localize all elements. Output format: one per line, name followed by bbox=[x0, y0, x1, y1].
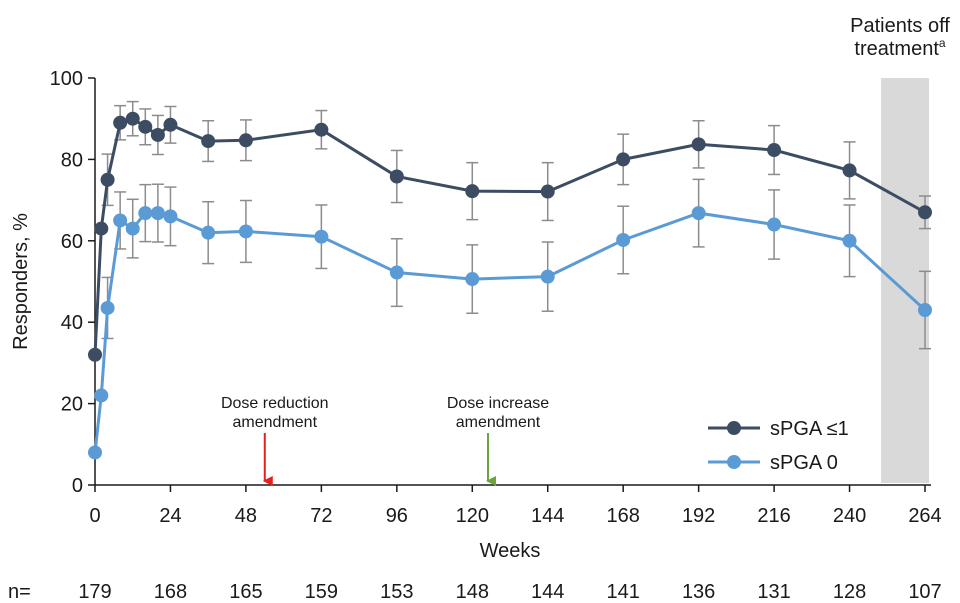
data-point bbox=[163, 117, 178, 132]
data-point bbox=[389, 169, 404, 184]
n-at-risk-value: 148 bbox=[456, 581, 489, 603]
n-at-risk-value: 128 bbox=[833, 581, 866, 603]
annotation-line1: Dose increase bbox=[447, 395, 549, 412]
x-tick-label: 120 bbox=[456, 505, 489, 527]
x-tick-label: 216 bbox=[757, 505, 790, 527]
axes: 0 20 40 60 80 100 0 24 48 72 96 120 144 168 192 216 240 2… bbox=[50, 68, 942, 527]
data-point bbox=[138, 119, 153, 134]
n-at-risk-value: 136 bbox=[682, 581, 715, 603]
annotations: Dose reduction amendment Dose increase amen… bbox=[221, 395, 549, 486]
x-tick-label: 48 bbox=[235, 505, 257, 527]
x-axis-label: Weeks bbox=[480, 540, 541, 562]
data-point bbox=[842, 163, 857, 178]
series-layer bbox=[88, 100, 932, 460]
y-tick-label: 80 bbox=[61, 149, 83, 171]
off-treatment-label-line1: Patients off bbox=[850, 15, 950, 37]
n-at-risk-value: 165 bbox=[229, 581, 262, 603]
off-treatment-label-text: treatment bbox=[854, 38, 939, 60]
data-point bbox=[88, 445, 102, 460]
data-point bbox=[842, 233, 857, 248]
series-group bbox=[101, 100, 931, 230]
data-point bbox=[94, 388, 109, 403]
x-tick-label: 240 bbox=[833, 505, 866, 527]
series-line-group bbox=[88, 206, 932, 460]
data-point bbox=[767, 143, 782, 158]
data-point bbox=[138, 206, 153, 221]
x-tick-label: 72 bbox=[310, 505, 332, 527]
off-treatment-label-line2: treatmenta bbox=[854, 36, 945, 60]
x-tick-label: 96 bbox=[386, 505, 408, 527]
data-point bbox=[540, 269, 555, 284]
y-tick-label: 60 bbox=[61, 231, 83, 253]
data-point bbox=[150, 127, 165, 142]
legend-label: sPGA ≤1 bbox=[770, 418, 849, 440]
x-tick-label: 0 bbox=[89, 505, 100, 527]
legend-marker bbox=[727, 421, 741, 435]
data-point bbox=[125, 111, 140, 126]
y-tick-label: 40 bbox=[61, 312, 83, 334]
x-tick-label: 192 bbox=[682, 505, 715, 527]
data-point bbox=[94, 221, 109, 236]
legend-label: sPGA 0 bbox=[770, 452, 838, 474]
y-tick-label: 100 bbox=[50, 68, 83, 90]
n-at-risk-value: 179 bbox=[78, 581, 111, 603]
data-point bbox=[314, 122, 329, 137]
data-point bbox=[465, 184, 480, 199]
annotation-line2: amendment bbox=[456, 414, 541, 431]
data-point bbox=[150, 206, 165, 221]
legend: sPGA ≤1 sPGA 0 bbox=[708, 418, 849, 474]
data-point bbox=[767, 217, 782, 232]
x-tick-label: 144 bbox=[531, 505, 564, 527]
data-point bbox=[113, 115, 128, 130]
off-treatment-shaded-region bbox=[880, 78, 929, 483]
n-at-risk-value: 159 bbox=[305, 581, 338, 603]
series-line bbox=[93, 117, 926, 355]
data-point bbox=[389, 265, 404, 280]
n-at-risk-label: n= bbox=[8, 581, 31, 603]
data-point bbox=[238, 224, 253, 239]
annotation-line2: amendment bbox=[233, 414, 318, 431]
data-point bbox=[88, 347, 102, 362]
data-point bbox=[100, 172, 115, 187]
data-point bbox=[540, 184, 555, 199]
data-point bbox=[238, 133, 253, 148]
data-point bbox=[125, 221, 140, 236]
data-point bbox=[201, 225, 216, 240]
n-at-risk-value: 141 bbox=[606, 581, 639, 603]
data-point bbox=[100, 300, 115, 315]
data-point bbox=[691, 137, 706, 152]
n-at-risk-value: 131 bbox=[757, 581, 790, 603]
x-tick-label: 168 bbox=[606, 505, 639, 527]
y-tick-label: 0 bbox=[72, 475, 83, 497]
n-at-risk-value: 168 bbox=[154, 581, 187, 603]
n-at-risk-row: n= 179 168 165 159 153 148 144 141 136 131 128 107 bbox=[8, 581, 942, 603]
data-point bbox=[616, 232, 631, 247]
n-at-risk-value: 144 bbox=[531, 581, 564, 603]
legend-marker bbox=[727, 455, 741, 469]
n-at-risk-value: 153 bbox=[380, 581, 413, 603]
series-group bbox=[101, 178, 931, 350]
x-tick-label: 24 bbox=[159, 505, 181, 527]
y-axis-label: Responders, % bbox=[10, 213, 32, 350]
data-point bbox=[113, 213, 128, 228]
data-point bbox=[918, 205, 932, 220]
series-line-group bbox=[88, 111, 932, 362]
data-point bbox=[616, 152, 631, 167]
n-at-risk-value: 107 bbox=[908, 581, 941, 603]
off-treatment-label-superscript: a bbox=[939, 36, 946, 50]
annotation-line1: Dose reduction bbox=[221, 395, 329, 412]
data-point bbox=[163, 209, 178, 224]
data-point bbox=[918, 302, 932, 317]
data-point bbox=[691, 206, 706, 221]
data-point bbox=[314, 229, 329, 244]
data-point bbox=[201, 134, 216, 149]
y-tick-label: 20 bbox=[61, 394, 83, 416]
data-point bbox=[465, 272, 480, 287]
x-tick-label: 264 bbox=[908, 505, 941, 527]
